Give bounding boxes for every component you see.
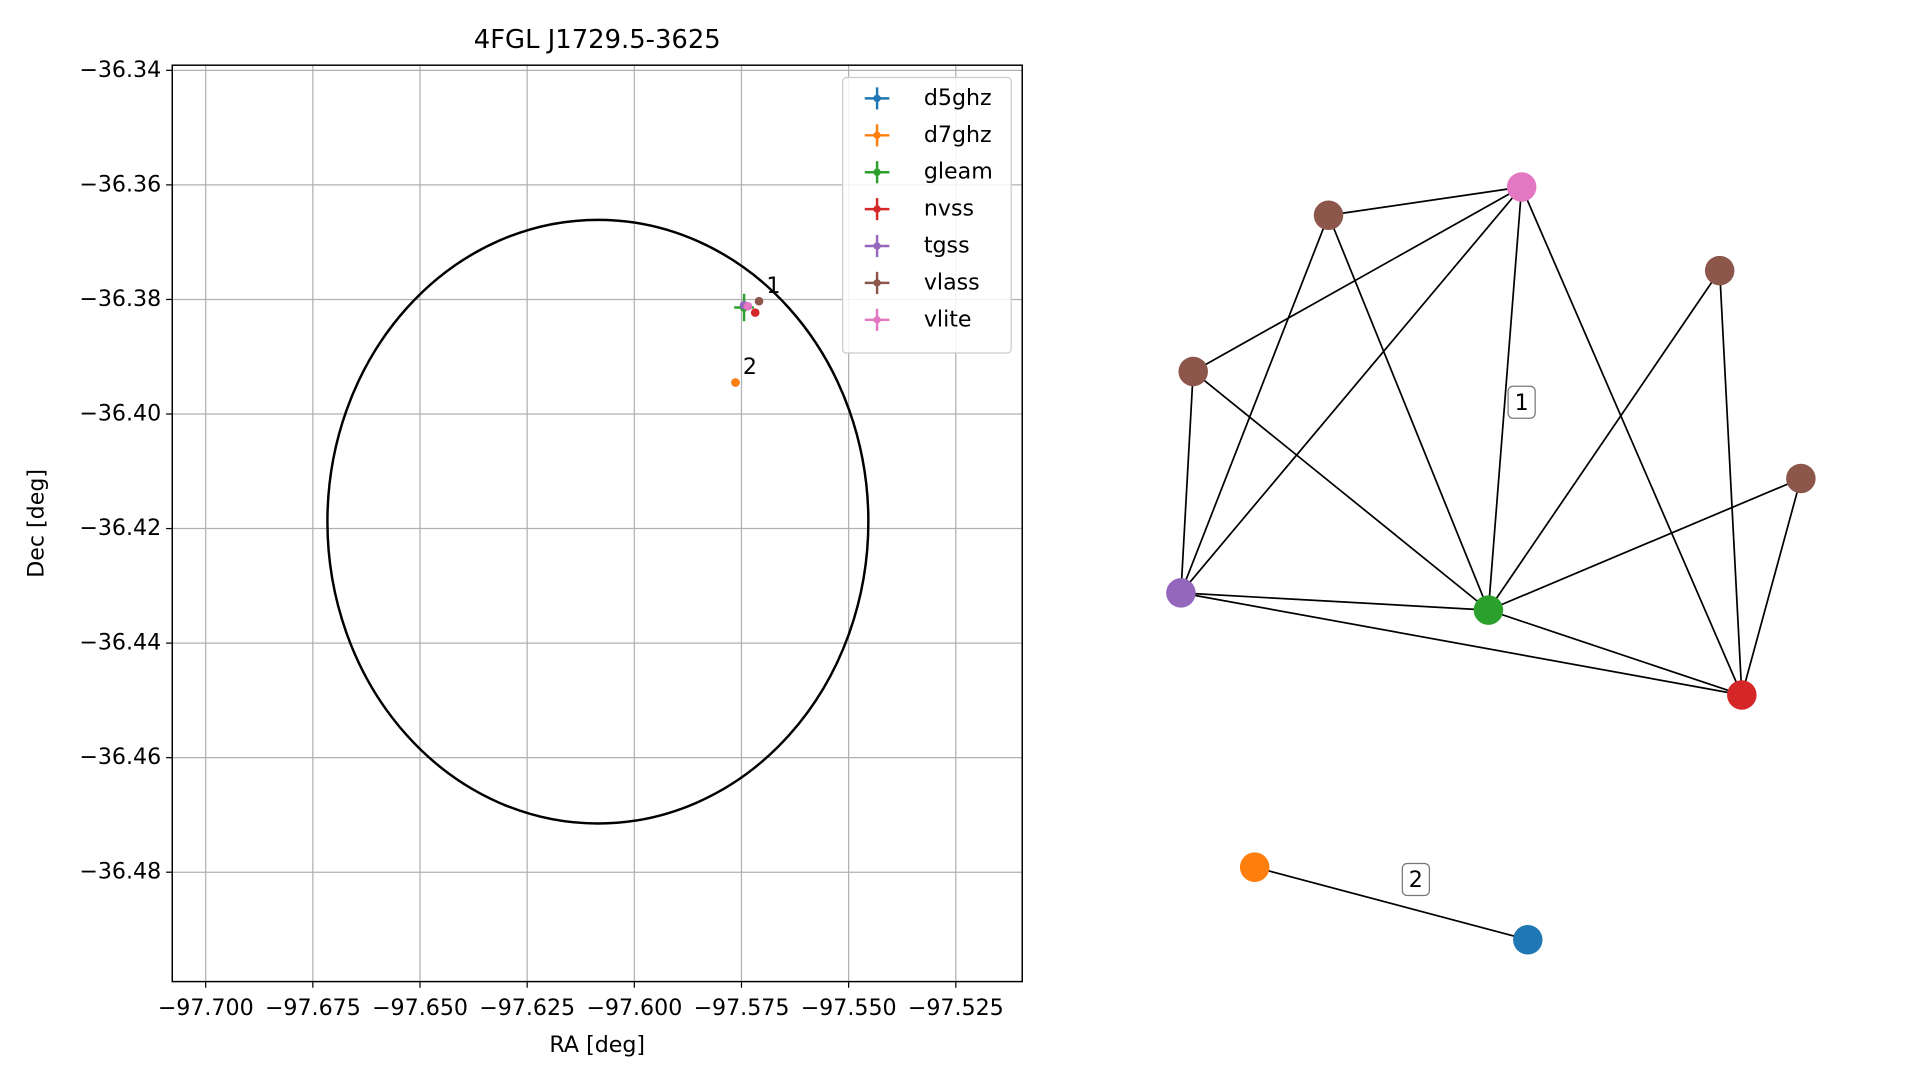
legend-entry: d7ghz bbox=[864, 122, 992, 148]
edge bbox=[1254, 866, 1529, 941]
legend-swatch bbox=[873, 131, 881, 139]
legend-entry: d5ghz bbox=[864, 85, 992, 111]
cluster-label-box bbox=[1507, 385, 1536, 419]
y-tick-label: −36.38 bbox=[79, 286, 161, 312]
legend-entry: gleam bbox=[864, 159, 993, 185]
edge bbox=[1328, 186, 1522, 217]
edge bbox=[1180, 371, 1195, 593]
x-tick-label: −97.575 bbox=[693, 995, 789, 1021]
node bbox=[1513, 925, 1543, 955]
x-tick-label: −97.675 bbox=[265, 995, 361, 1021]
edge bbox=[1487, 186, 1523, 611]
node bbox=[1178, 356, 1208, 387]
legend-swatch bbox=[873, 242, 881, 250]
legend-label: nvss bbox=[924, 196, 974, 222]
node bbox=[1239, 852, 1270, 882]
legend-swatch bbox=[873, 316, 881, 324]
edge bbox=[1180, 592, 1489, 611]
legend-label: gleam bbox=[924, 159, 993, 185]
y-tick-label: −36.44 bbox=[79, 630, 161, 656]
edge bbox=[1180, 592, 1742, 696]
node bbox=[1473, 595, 1504, 625]
annotation: 1 bbox=[766, 273, 780, 299]
node bbox=[1166, 578, 1196, 608]
legend-swatch bbox=[873, 94, 881, 103]
edge bbox=[1192, 186, 1523, 373]
cluster-label-box bbox=[1401, 862, 1431, 897]
y-tick-label: −36.40 bbox=[79, 400, 161, 426]
x-tick-label: −97.650 bbox=[372, 995, 468, 1021]
legend-swatch bbox=[873, 279, 881, 287]
legend-label: vlite bbox=[924, 306, 972, 332]
edge bbox=[1740, 478, 1802, 696]
data-point bbox=[754, 296, 764, 306]
chart-title: 4FGL J1729.5-3625 bbox=[474, 25, 721, 55]
x-axis-label: RA [deg] bbox=[549, 1032, 645, 1058]
y-tick-label: −36.36 bbox=[79, 171, 161, 197]
y-tick-label: −36.42 bbox=[79, 515, 161, 541]
edge bbox=[1180, 186, 1523, 594]
legend-entry: vlite bbox=[864, 306, 972, 332]
legend-entry: vlass bbox=[864, 269, 980, 295]
edge bbox=[1488, 609, 1743, 696]
cluster-label: 1 bbox=[1515, 390, 1529, 416]
x-tick-label: −97.525 bbox=[908, 995, 1004, 1021]
data-point bbox=[731, 378, 740, 387]
data-point bbox=[743, 302, 753, 311]
edge bbox=[1180, 214, 1330, 594]
legend-swatch bbox=[873, 168, 881, 176]
legend-entry: tgss bbox=[864, 233, 970, 259]
legend-label: d5ghz bbox=[924, 85, 992, 111]
node bbox=[1727, 680, 1757, 710]
edge bbox=[1192, 370, 1489, 611]
edge bbox=[1487, 270, 1721, 611]
legend-label: d7ghz bbox=[924, 122, 992, 148]
x-tick-label: −97.625 bbox=[479, 995, 575, 1021]
y-tick-label: −36.34 bbox=[79, 57, 161, 83]
node bbox=[1506, 172, 1537, 202]
edge bbox=[1520, 186, 1743, 696]
x-tick-label: −97.700 bbox=[158, 995, 254, 1021]
edge bbox=[1327, 214, 1490, 611]
legend-swatch bbox=[873, 205, 881, 213]
cluster-label: 2 bbox=[1409, 867, 1423, 893]
error-ellipse bbox=[326, 218, 870, 825]
x-tick-label: −97.550 bbox=[801, 995, 897, 1021]
edge bbox=[1488, 477, 1802, 611]
legend-entry: nvss bbox=[864, 196, 974, 222]
plot-frame bbox=[171, 64, 1023, 983]
annotation: 2 bbox=[743, 354, 757, 380]
node bbox=[1704, 255, 1735, 286]
y-axis-label: Dec [deg] bbox=[23, 469, 49, 578]
y-tick-label: −36.46 bbox=[79, 744, 161, 770]
edge bbox=[1718, 270, 1743, 696]
x-tick-label: −97.600 bbox=[586, 995, 682, 1021]
node bbox=[1313, 200, 1344, 231]
data-point bbox=[750, 308, 760, 317]
y-tick-label: −36.48 bbox=[79, 859, 161, 885]
legend-label: vlass bbox=[924, 269, 980, 295]
legend-label: tgss bbox=[924, 233, 970, 259]
node bbox=[1786, 463, 1816, 494]
